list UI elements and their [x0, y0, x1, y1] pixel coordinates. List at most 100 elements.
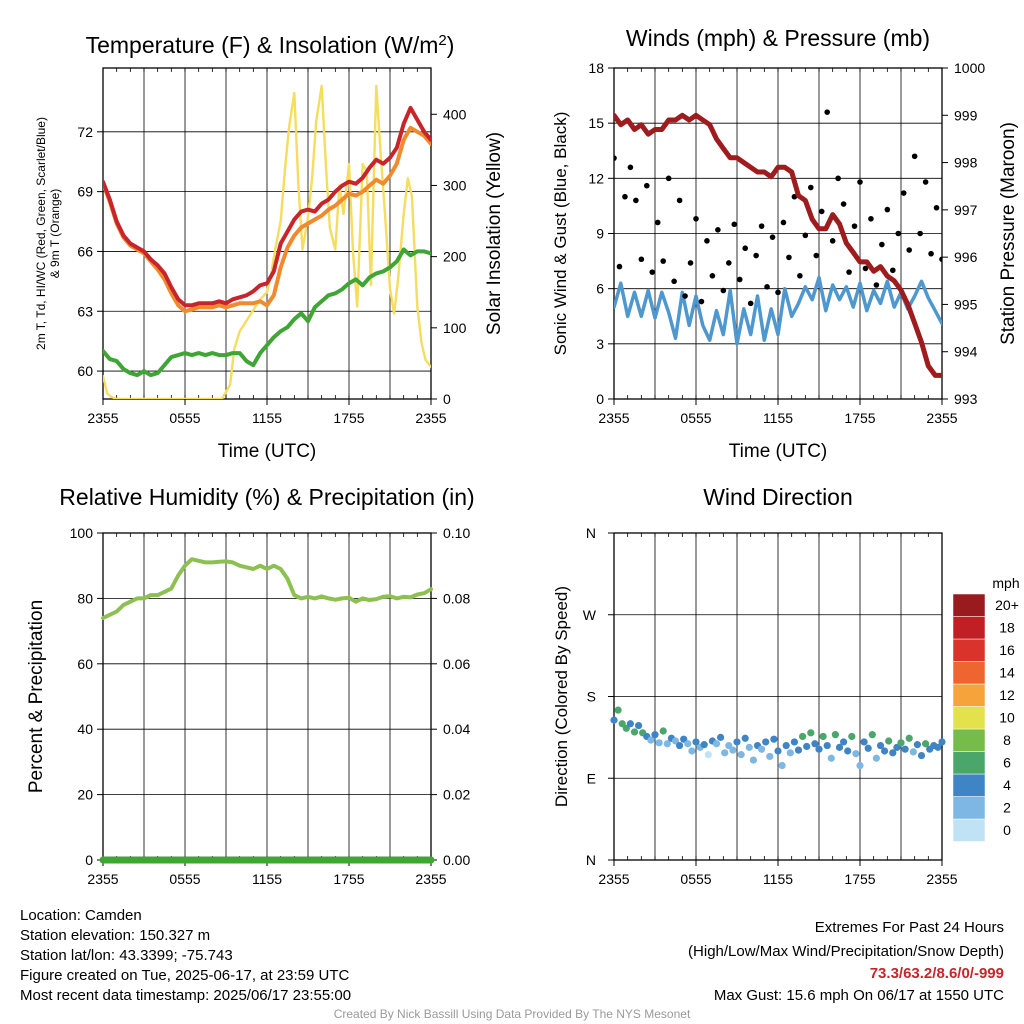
- y-tick-label: 0: [596, 391, 604, 407]
- x-tick-label: 1155: [763, 410, 793, 426]
- y-tick-label: S: [587, 689, 596, 705]
- legend-swatch: [952, 773, 986, 797]
- y2-tick-label: 0.02: [443, 787, 470, 803]
- gust-point: [742, 245, 748, 252]
- chart-panel-2: Relative Humidity (%) & Precipitation (i…: [26, 484, 475, 887]
- legend-label: 6: [1003, 755, 1011, 771]
- y-tick-label: N: [586, 525, 596, 541]
- direction-point: [778, 761, 786, 770]
- direction-point: [745, 743, 753, 751]
- direction-point: [807, 729, 815, 737]
- x-tick-label: 0555: [169, 871, 200, 887]
- legend-label: 0: [1003, 822, 1011, 838]
- gust-point: [671, 278, 677, 285]
- gust-point: [720, 287, 727, 294]
- direction-point: [635, 721, 643, 730]
- gust-point: [939, 256, 942, 263]
- x-axis-label: Time (UTC): [218, 441, 317, 462]
- y-tick-label: 15: [588, 115, 604, 131]
- legend-title: mph: [992, 575, 1019, 591]
- direction-point: [794, 746, 803, 754]
- y-tick-label: 6: [596, 281, 604, 297]
- footer-created: Figure created on Tue, 2025-06-17, at 23…: [20, 967, 350, 984]
- direction-point: [741, 734, 749, 742]
- x-tick-label: 2355: [598, 871, 629, 887]
- x-tick-label: 2355: [926, 410, 957, 426]
- direction-point: [831, 731, 840, 739]
- y2-tick-label: 998: [954, 155, 978, 171]
- gust-point: [726, 260, 732, 266]
- direction-point: [803, 742, 811, 751]
- direction-point: [721, 749, 729, 757]
- x-tick-label: 0555: [680, 410, 711, 426]
- y-tick-label: W: [583, 607, 597, 623]
- direction-point: [614, 706, 622, 714]
- direction-point: [868, 731, 876, 739]
- gust-point: [884, 206, 891, 213]
- gust-point: [649, 269, 656, 275]
- legend-swatch: [952, 728, 986, 752]
- x-tick-label: 1155: [763, 871, 793, 887]
- y-tick-label: 80: [77, 590, 93, 606]
- direction-point: [860, 738, 868, 746]
- direction-point: [844, 747, 852, 755]
- gust-point: [824, 109, 830, 115]
- credit-line: Created By Nick Bassill Using Data Provi…: [333, 1007, 691, 1021]
- x-tick-label: 2355: [415, 410, 446, 426]
- direction-point: [856, 761, 864, 770]
- series-line-dewpoint: [103, 247, 431, 378]
- gust-point: [922, 179, 929, 185]
- y2-tick-label: 100: [443, 320, 467, 336]
- gust-point: [906, 247, 912, 253]
- gust-point: [846, 269, 852, 275]
- direction-point: [676, 741, 684, 750]
- direction-point: [889, 749, 897, 757]
- y-tick-label: E: [587, 770, 596, 786]
- gust-point: [665, 175, 672, 182]
- speed-legend: mph 0 2 4 6 8 10 12 14 16 18 20+: [952, 575, 1020, 842]
- y-tick-label: 69: [77, 184, 93, 200]
- legend-label: 8: [1003, 732, 1011, 748]
- series-line-temp_2m: [103, 105, 431, 308]
- gust-point: [731, 221, 738, 228]
- legend-swatch: [952, 818, 986, 842]
- chart-panel-1: Winds (mph) & Pressure (mb) 2355 0555 1155 1…: [551, 25, 1019, 462]
- direction-point: [684, 740, 692, 748]
- y2-tick-label: 995: [954, 296, 978, 312]
- series-line-insolation: [103, 84, 431, 399]
- gust-point: [818, 208, 825, 215]
- gust-point: [851, 223, 858, 229]
- gust-point: [873, 282, 880, 288]
- y2-tick-label: 400: [443, 106, 467, 122]
- legend-label: 12: [999, 687, 1015, 703]
- gust-point: [638, 256, 645, 263]
- gust-point: [622, 193, 628, 200]
- x-axis-label: Time (UTC): [729, 441, 828, 462]
- gust-point: [704, 238, 710, 244]
- footer-elevation: Station elevation: 150.327 m: [20, 927, 211, 944]
- direction-point: [626, 720, 635, 728]
- direction-point: [737, 751, 745, 759]
- direction-point: [749, 756, 758, 764]
- gust-point: [627, 164, 634, 171]
- direction-point: [700, 741, 708, 749]
- direction-point: [876, 741, 885, 750]
- gust-point: [614, 155, 617, 161]
- legend-label: 16: [999, 642, 1015, 658]
- legend-swatch: [952, 796, 986, 820]
- legend-swatch: [952, 706, 986, 730]
- direction-point: [815, 745, 823, 753]
- direction-point: [835, 743, 844, 751]
- direction-point: [762, 738, 770, 746]
- legend-swatch: [952, 638, 986, 662]
- gust-point: [660, 258, 666, 264]
- gust-point: [786, 254, 792, 261]
- direction-point: [712, 740, 721, 748]
- direction-point: [659, 727, 667, 735]
- gust-point: [933, 204, 940, 211]
- legend-label: 14: [999, 665, 1015, 681]
- legend-swatch: [952, 661, 986, 685]
- gust-point: [797, 272, 803, 279]
- gust-point: [917, 230, 923, 237]
